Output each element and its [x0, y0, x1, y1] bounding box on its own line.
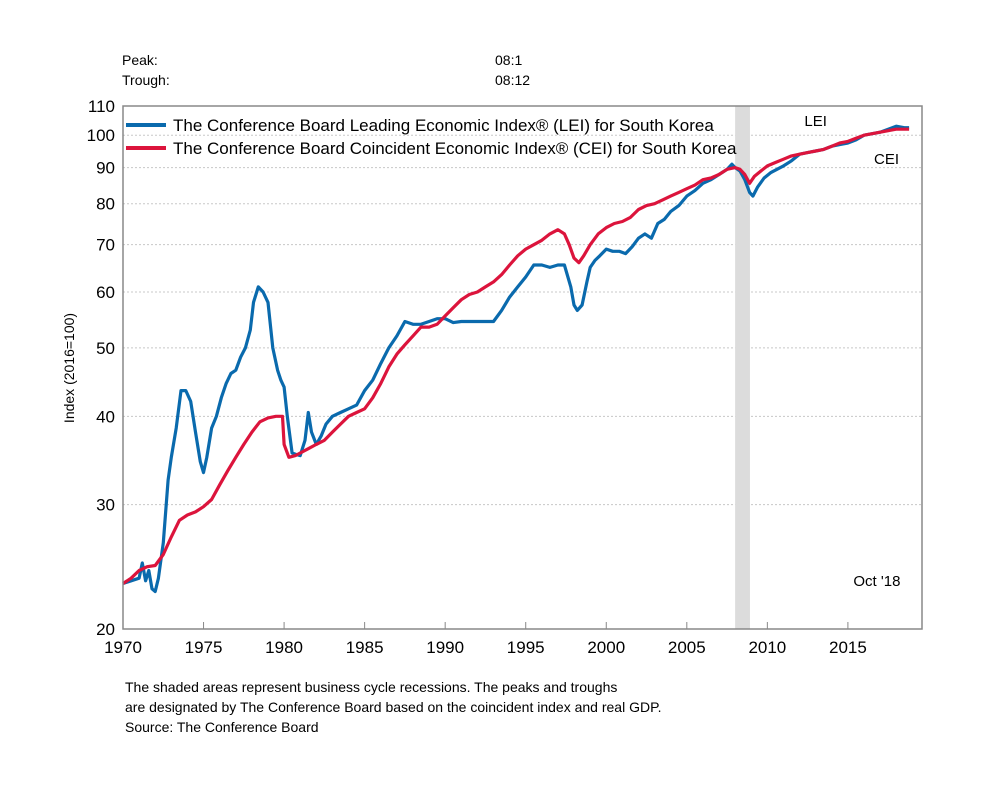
trough-value: 08:12 — [495, 72, 531, 88]
legend: The Conference Board Leading Economic In… — [126, 116, 737, 158]
y-axis: 20 30 40 50 60 70 80 90 100 110 — [87, 97, 115, 639]
x-tick-label: 2015 — [829, 638, 867, 657]
recession-band — [735, 106, 750, 629]
annotations: LEI CEI Oct '18 — [803, 112, 902, 592]
latest-date-annotation: Oct '18 — [853, 573, 900, 590]
plot-frame — [122, 105, 923, 630]
x-tick-label: 1990 — [426, 638, 464, 657]
x-tick-label: 2010 — [748, 638, 786, 657]
legend-label-cei: The Conference Board Coincident Economic… — [173, 139, 737, 158]
y-tick-label: 70 — [96, 236, 115, 255]
recession-shading — [735, 106, 750, 629]
series-line-cei — [122, 127, 910, 585]
y-tick-label: 80 — [96, 195, 115, 214]
y-tick-label: 30 — [96, 496, 115, 515]
x-tick-label: 1975 — [185, 638, 223, 657]
x-axis: 1970 1975 1980 1985 1990 1995 2000 2005 2010 2015 — [104, 622, 867, 657]
y-tick-label: 20 — [96, 620, 115, 639]
trough-label: Trough: — [122, 72, 170, 88]
peak-label: Peak: — [122, 52, 158, 68]
footnote-line-2: are designated by The Conference Board b… — [125, 699, 662, 715]
peak-value: 08:1 — [495, 52, 523, 68]
source-note: Source: The Conference Board — [125, 719, 319, 735]
x-tick-label: 1980 — [265, 638, 303, 657]
y-tick-label: 100 — [87, 126, 115, 145]
gridlines — [123, 134, 922, 506]
x-tick-label: 2005 — [668, 638, 706, 657]
series-line-lei — [122, 124, 910, 594]
footnote-line-1: The shaded areas represent business cycl… — [125, 679, 618, 695]
y-tick-label: 40 — [96, 407, 115, 426]
y-tick-label: 110 — [88, 97, 115, 116]
series-lines — [122, 124, 910, 594]
y-tick-label: 60 — [96, 283, 115, 302]
x-tick-label: 1995 — [507, 638, 545, 657]
x-tick-label: 2000 — [587, 638, 625, 657]
x-tick-label: 1985 — [346, 638, 384, 657]
y-tick-label: 90 — [96, 159, 115, 178]
y-axis-label: Index (2016=100) — [61, 313, 77, 423]
cei-annotation: CEI — [874, 151, 899, 168]
legend-label-lei: The Conference Board Leading Economic In… — [173, 116, 714, 135]
y-tick-label: 50 — [96, 339, 115, 358]
x-tick-label: 1970 — [104, 638, 142, 657]
lei-annotation: LEI — [804, 113, 827, 130]
